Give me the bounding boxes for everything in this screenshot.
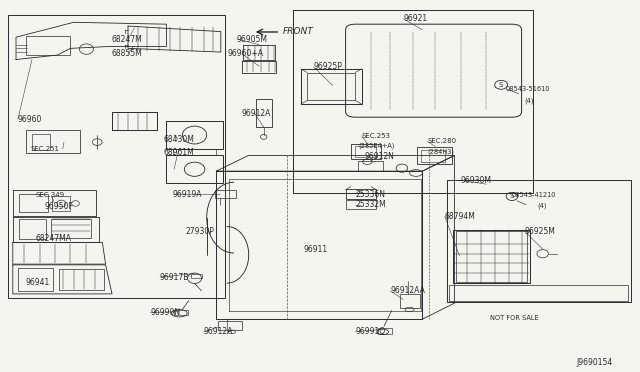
Bar [215,190,236,198]
Text: 68855M: 68855M [112,49,143,58]
Text: 96930M: 96930M [461,176,492,185]
Text: 96912N: 96912N [365,153,395,161]
Text: 68961M: 68961M [163,148,194,157]
Text: FRONT: FRONT [283,28,314,36]
Bar [456,231,527,282]
Text: 96919A: 96919A [173,190,202,199]
Text: 96917B: 96917B [160,273,189,282]
Text: 25336N: 25336N [355,190,385,199]
Bar [59,269,104,290]
Bar [174,310,188,315]
Text: S: S [510,193,514,199]
Text: S: S [499,82,503,88]
Text: 96960: 96960 [18,115,42,124]
Text: SEC.280: SEC.280 [428,138,457,144]
Bar [256,99,272,127]
Bar [32,134,50,150]
Bar [51,219,91,238]
Text: 96911: 96911 [304,245,328,254]
Text: 96912A: 96912A [204,327,233,336]
Text: J9690154: J9690154 [576,358,612,367]
Bar [293,10,533,193]
Bar [421,150,445,162]
Bar [447,180,631,302]
Bar [19,219,46,239]
Text: 68794M: 68794M [445,212,476,221]
Text: 27930P: 27930P [186,227,214,236]
Bar [191,274,202,278]
Bar [351,144,381,159]
Text: 96905M: 96905M [237,35,268,44]
Bar [26,36,70,55]
Text: NOT FOR SALE: NOT FOR SALE [490,315,538,321]
Text: 68247MA: 68247MA [35,234,71,243]
Bar [355,146,376,157]
Bar [166,121,223,149]
Text: SEC.251: SEC.251 [31,146,60,152]
Text: 96912AA: 96912AA [390,286,425,295]
Bar [358,161,383,171]
Bar [166,155,223,183]
Text: SEC.349: SEC.349 [35,192,65,198]
Text: 96921: 96921 [403,14,428,23]
Bar [18,268,53,291]
Text: 96950F: 96950F [45,202,74,211]
Text: 96912A: 96912A [242,109,271,118]
Bar [26,130,80,153]
Text: 96990N: 96990N [150,308,180,317]
Text: 68430M: 68430M [163,135,194,144]
Text: 25332M: 25332M [355,200,386,209]
Text: 96941: 96941 [26,278,50,287]
Bar [346,200,376,209]
Text: (4): (4) [525,97,534,104]
Bar [218,321,242,330]
Bar [307,73,355,100]
Bar [400,294,420,308]
Bar [417,147,452,164]
Text: 68247M: 68247M [112,35,143,44]
Text: 96925P: 96925P [314,62,342,71]
Bar [301,69,362,104]
Text: 08543-41210: 08543-41210 [512,192,557,198]
Bar [449,285,628,301]
Text: 08543-51610: 08543-51610 [506,86,550,92]
Bar [19,194,48,212]
Text: SEC.253: SEC.253 [362,133,390,139]
Text: (285E4+A): (285E4+A) [358,142,395,149]
Text: 96991Q: 96991Q [355,327,385,336]
Text: 96960+A: 96960+A [227,49,263,58]
Text: (4): (4) [538,202,547,209]
Text: (284H3): (284H3) [428,148,454,155]
Bar [8,15,225,298]
Bar [378,328,392,334]
Text: 96925M: 96925M [525,227,556,236]
Bar [346,189,376,199]
Bar [52,196,70,211]
Bar [453,230,530,283]
